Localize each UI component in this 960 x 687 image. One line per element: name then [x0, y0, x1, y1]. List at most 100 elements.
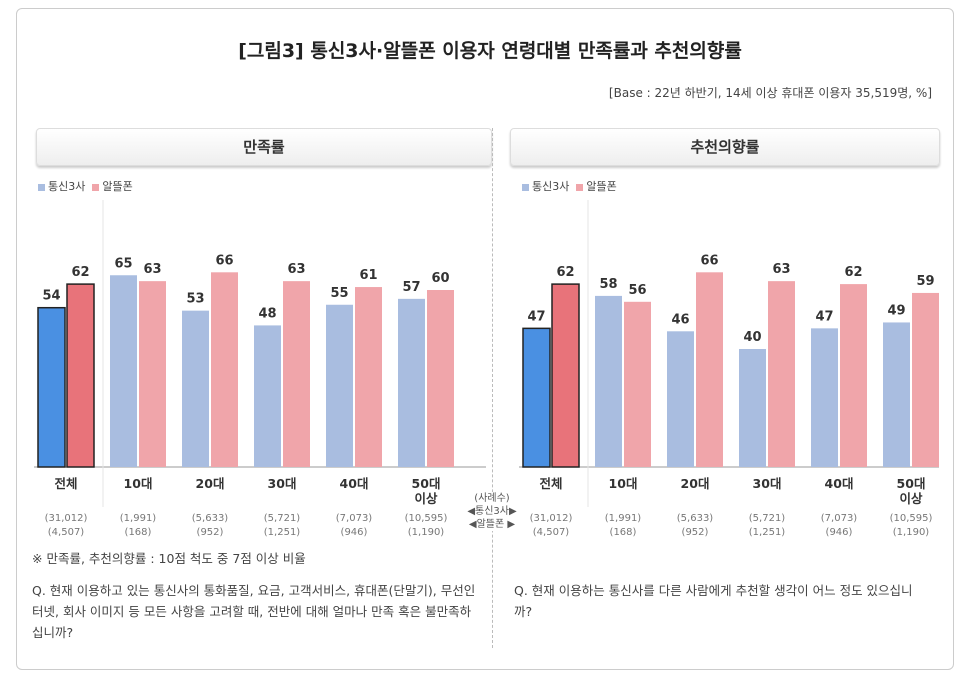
sample-mvno: (1,190) [893, 527, 930, 538]
data-label: 62 [844, 265, 862, 280]
bar-telco [595, 295, 622, 467]
category-label: 전체 [539, 476, 562, 491]
data-label: 61 [359, 268, 377, 283]
data-label: 63 [772, 262, 790, 277]
sample-mvno: (1,190) [408, 527, 445, 538]
data-label: 47 [815, 309, 833, 324]
category-label: 50대 [412, 476, 441, 491]
data-label: 66 [215, 253, 233, 268]
data-label: 40 [743, 330, 761, 345]
footnote: ※ 만족률, 추천의향률 : 10점 척도 중 7점 이상 비율 [32, 551, 306, 566]
legend-label: 통신3사 [532, 180, 570, 193]
sample-telco: (10,595) [890, 513, 933, 524]
legend-swatch-mvno [576, 183, 584, 191]
category-label: 전체 [54, 476, 77, 491]
figure-title: [그림3] 통신3사·알뜰폰 이용자 연령대별 만족률과 추천의향률 [238, 40, 742, 62]
bar-mvno [912, 292, 939, 467]
legend-swatch-telco [38, 183, 45, 191]
bar-telco [182, 310, 209, 467]
data-label: 60 [431, 271, 449, 286]
bar-mvno [283, 281, 310, 467]
question-right: Q. 현재 이용하는 통신사를 다른 사람에게 추천할 생각이 어느 정도 있으… [514, 583, 913, 619]
sample-mvno: (952) [197, 527, 224, 538]
sample-mvno: (1,251) [264, 527, 301, 538]
sample-telco: (5,721) [264, 513, 301, 524]
sample-telco: (10,595) [405, 513, 448, 524]
bar-telco [398, 298, 425, 467]
sample-label: (사례수) [474, 493, 510, 504]
sample-mvno: (946) [341, 527, 368, 538]
legend-label: 알뜰폰 [586, 180, 617, 193]
data-label: 53 [186, 292, 204, 307]
bar-mvno [355, 287, 382, 467]
sample-telco: (5,721) [749, 513, 786, 524]
bar-mvno [66, 283, 95, 468]
bar-telco [110, 275, 137, 467]
category-label: 10대 [124, 476, 153, 491]
category-label: 20대 [681, 476, 710, 491]
bar-mvno [696, 272, 723, 467]
category-label: 40대 [340, 476, 369, 491]
data-label: 48 [258, 306, 276, 321]
data-label: 62 [71, 265, 89, 280]
data-label: 47 [527, 309, 545, 324]
panel-header-recommend: 추천의향률 [510, 128, 940, 166]
bar-telco [883, 322, 910, 467]
bar-telco [37, 306, 66, 468]
data-label: 63 [143, 262, 161, 277]
data-label: 57 [402, 280, 420, 295]
legend-swatch-mvno [92, 183, 100, 191]
data-label: 58 [599, 277, 617, 292]
data-label: 49 [887, 303, 905, 318]
category-label: 50대 [897, 476, 926, 491]
panel-header-satisfaction: 만족률 [36, 128, 492, 166]
figure-frame [16, 8, 954, 670]
legend-label: 통신3사 [48, 180, 86, 193]
data-label: 54 [42, 289, 60, 304]
legend-left: 통신3사 알뜰폰 [38, 178, 133, 194]
bar-mvno [768, 281, 795, 467]
panel-divider [492, 128, 493, 648]
bar-mvno [840, 284, 867, 467]
data-label: 46 [671, 312, 689, 327]
data-label: 59 [916, 274, 934, 289]
bar-telco [811, 328, 838, 467]
sample-telco: (31,012) [530, 513, 573, 524]
sample-telco: (7,073) [336, 513, 373, 524]
sample-mvno: (168) [125, 527, 152, 538]
data-label: 62 [556, 265, 574, 280]
bar-telco [739, 349, 766, 467]
bar-telco [254, 325, 281, 467]
sample-mvno: (4,507) [533, 527, 570, 538]
sample-row-telco: ◀통신3사▶ [467, 506, 517, 517]
data-label: 66 [700, 253, 718, 268]
sample-row-mvno: ◀알뜰폰 ▶ [468, 519, 516, 530]
question-left: Q. 현재 이용하고 있는 통신사의 통화품질, 요금, 고객서비스, 휴대폰(… [32, 583, 476, 640]
data-label: 56 [628, 283, 646, 298]
sample-mvno: (952) [682, 527, 709, 538]
category-label: 이상 [414, 491, 438, 506]
sample-size-legend: (사례수) ◀통신3사▶ ◀알뜰폰 ▶ [456, 492, 528, 531]
data-label: 55 [330, 286, 348, 301]
sample-mvno: (946) [826, 527, 853, 538]
data-label: 63 [287, 262, 305, 277]
sample-telco: (7,073) [821, 513, 858, 524]
bar-mvno [139, 281, 166, 467]
bar-mvno [211, 272, 238, 467]
category-label: 40대 [825, 476, 854, 491]
legend-swatch-telco [522, 183, 529, 191]
sample-telco: (5,633) [192, 513, 229, 524]
sample-mvno: (1,251) [749, 527, 786, 538]
data-label: 65 [114, 256, 132, 271]
legend-right: 통신3사 알뜰폰 [522, 178, 617, 194]
sample-telco: (1,991) [120, 513, 157, 524]
category-label: 이상 [899, 491, 923, 506]
sample-mvno: (168) [610, 527, 637, 538]
bar-telco [326, 304, 353, 467]
sample-telco: (31,012) [45, 513, 88, 524]
bar-telco [667, 331, 694, 467]
category-label: 30대 [753, 476, 782, 491]
base-note: [Base : 22년 하반기, 14세 이상 휴대폰 이용자 35,519명,… [608, 86, 932, 100]
bar-mvno [624, 301, 651, 467]
